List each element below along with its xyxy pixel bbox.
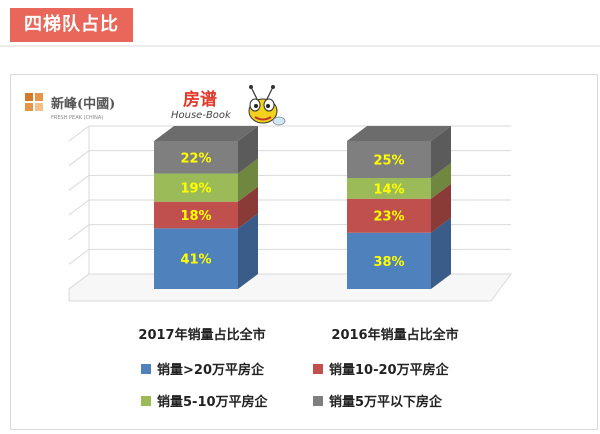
legend-swatch <box>313 364 323 374</box>
logo-square-icon <box>35 103 43 111</box>
legend-item: 销量>20万平房企 <box>157 362 265 378</box>
bar-side-face <box>431 126 451 178</box>
legend-item: 销量5万平以下房企 <box>329 394 443 410</box>
logo-square-icon <box>25 103 33 111</box>
category-label: 2016年销量占比全市 <box>331 327 458 343</box>
brand-name: 新峰(中國) <box>51 96 115 112</box>
bar-segment <box>154 173 238 202</box>
bar-segment <box>347 198 431 233</box>
bar-side-face <box>238 158 258 202</box>
bar-segment <box>347 178 431 199</box>
data-label: 19% <box>180 182 211 197</box>
bar-segment <box>347 232 431 289</box>
bee-mascot-icon <box>248 85 286 126</box>
gridline <box>68 248 90 265</box>
legend-item: 销量5-10万平房企 <box>157 394 269 410</box>
gridline <box>68 199 90 216</box>
bar-segment <box>154 228 238 289</box>
partner-english: House-Book <box>171 110 232 121</box>
bar-segment <box>154 201 238 229</box>
data-label: 14% <box>373 182 404 197</box>
gridline <box>68 174 90 191</box>
chart-frame: 新峰(中國) FRESH PEAK (CHINA) 房谱 House-Book <box>10 74 598 430</box>
chart-data-labels: 41% 18% 19% 22% 38% 23% 14% 25% <box>180 151 404 270</box>
bar-side-face <box>238 186 258 229</box>
bar-top-face <box>154 126 258 141</box>
data-label: 22% <box>180 151 211 166</box>
data-label: 25% <box>373 154 404 169</box>
data-label: 23% <box>373 210 404 225</box>
logo-square-icon <box>35 93 43 101</box>
chart-canvas: 新峰(中國) FRESH PEAK (CHINA) 房谱 House-Book <box>25 85 512 410</box>
bar-side-face <box>431 217 451 289</box>
data-label: 38% <box>373 255 404 270</box>
gridline <box>68 224 90 241</box>
gridline <box>68 150 90 167</box>
gridline <box>68 125 90 142</box>
category-label: 2017年销量占比全市 <box>138 327 265 343</box>
partner-name: 房谱 <box>183 89 217 110</box>
brand-logo: 新峰(中國) FRESH PEAK (CHINA) <box>25 93 115 121</box>
legend-swatch <box>141 396 151 406</box>
legend-item: 销量10-20万平房企 <box>329 362 450 378</box>
bar-segment <box>154 141 238 174</box>
bar-top-face <box>347 126 451 141</box>
bar-side-face <box>238 126 258 174</box>
bar-side-face <box>238 213 258 289</box>
chart-category-labels: 2017年销量占比全市 2016年销量占比全市 <box>138 327 458 343</box>
bar-segment <box>347 141 431 178</box>
legend-swatch <box>141 364 151 374</box>
brand-english: FRESH PEAK (CHINA) <box>51 115 103 121</box>
data-label: 18% <box>180 209 211 224</box>
partner-logo: 房谱 House-Book <box>171 85 286 126</box>
bar-side-face <box>431 183 451 233</box>
chart-bars <box>154 126 451 289</box>
logo-square-icon <box>25 93 33 101</box>
legend-swatch <box>313 396 323 406</box>
bar-side-face <box>431 163 451 199</box>
page-title: 四梯队占比 <box>10 8 133 42</box>
title-divider <box>0 45 600 47</box>
data-label: 41% <box>180 253 211 268</box>
